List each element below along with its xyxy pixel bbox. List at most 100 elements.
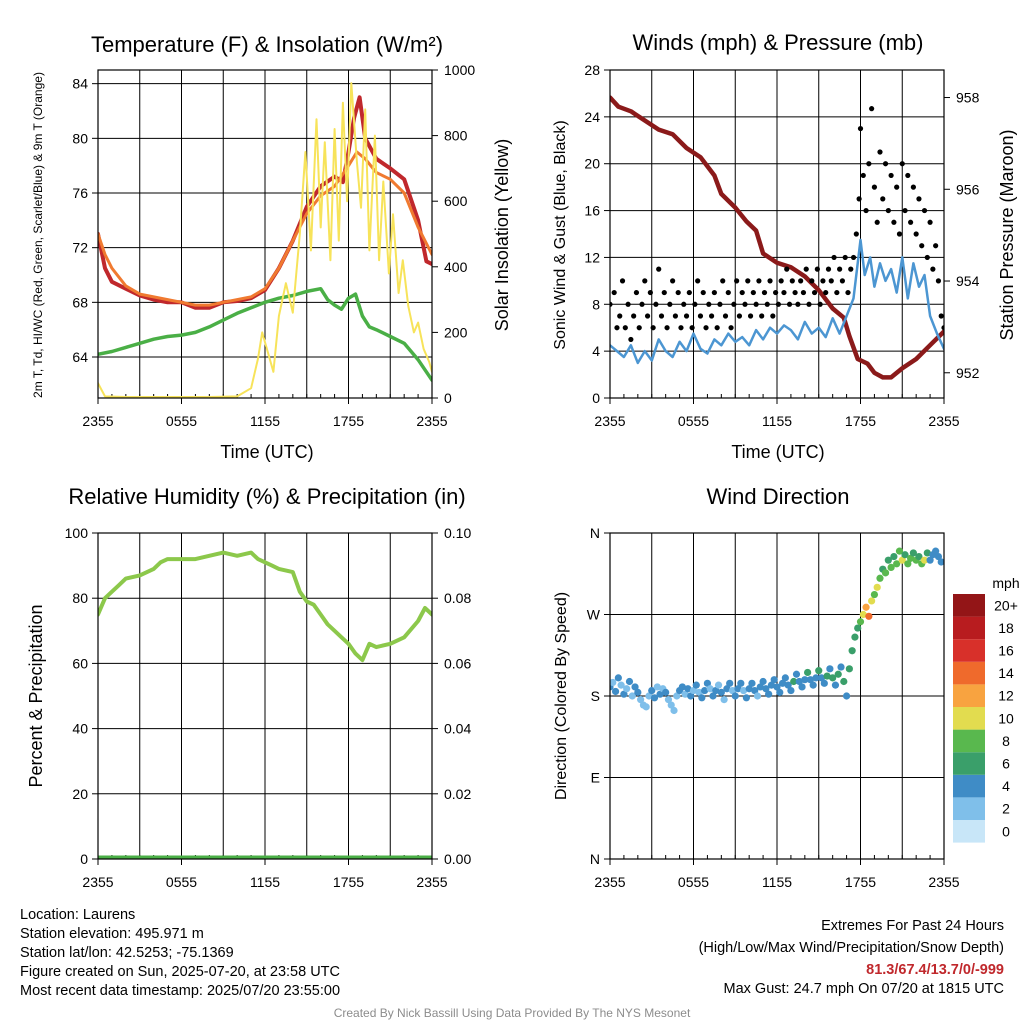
plot-frame bbox=[609, 69, 945, 399]
temp-y2label: Solar Insolation (Yellow) bbox=[492, 139, 512, 331]
direction-point bbox=[859, 610, 867, 619]
direction-point bbox=[620, 690, 628, 698]
direction-point bbox=[932, 547, 940, 555]
x-tick-label: 2355 bbox=[416, 413, 447, 429]
direction-point bbox=[770, 676, 778, 684]
colorbar-swatch bbox=[953, 661, 985, 685]
direction-point bbox=[634, 688, 642, 696]
direction-point bbox=[765, 690, 773, 698]
y2-tick-label: 0.10 bbox=[444, 525, 471, 541]
direction-point bbox=[851, 633, 859, 641]
direction-point bbox=[887, 563, 895, 572]
x-tick-label: 0555 bbox=[678, 413, 709, 429]
direction-point bbox=[631, 683, 639, 691]
direction-point bbox=[712, 686, 720, 695]
gust-point bbox=[700, 289, 706, 296]
direction-point bbox=[692, 681, 700, 689]
gust-point bbox=[869, 106, 875, 112]
y2-tick-label: 200 bbox=[444, 324, 468, 340]
y-tick-label: S bbox=[591, 688, 600, 704]
gust-point bbox=[775, 301, 781, 307]
gust-point bbox=[656, 266, 662, 272]
y-tick-label: 0 bbox=[80, 851, 88, 867]
y-tick-label: 40 bbox=[72, 721, 88, 737]
direction-point bbox=[937, 558, 944, 566]
y-tick-label: 8 bbox=[592, 296, 600, 312]
direction-point bbox=[723, 685, 731, 693]
gust-point bbox=[809, 278, 815, 284]
direction-point bbox=[790, 677, 798, 686]
direction-point bbox=[829, 674, 837, 682]
direction-point bbox=[745, 685, 753, 693]
direction-point bbox=[854, 624, 862, 632]
direction-point bbox=[625, 677, 634, 686]
direction-point bbox=[823, 672, 831, 680]
temp-title: Temperature (F) & Insolation (W/m²) bbox=[91, 32, 443, 57]
gust-point bbox=[628, 336, 634, 343]
colorbar-label: 20+ bbox=[994, 597, 1018, 613]
colorbar-swatch bbox=[953, 707, 985, 730]
gust-point bbox=[857, 125, 864, 132]
wind-panel: 0 4 8 12 16 20 24 28 952 954 956 958 2355 0555 1155 175… bbox=[584, 62, 979, 429]
extremes-heading: Extremes For Past 24 Hours bbox=[821, 918, 1004, 934]
direction-point bbox=[748, 679, 756, 687]
colorbar-swatch bbox=[953, 729, 985, 753]
gust-point bbox=[792, 289, 798, 296]
gust-point bbox=[619, 278, 626, 284]
y-tick-label: E bbox=[591, 770, 600, 786]
direction-point bbox=[611, 687, 620, 696]
direction-point bbox=[806, 676, 815, 684]
gust-point bbox=[845, 289, 851, 296]
direction-point bbox=[809, 681, 817, 689]
colorbar-label: 8 bbox=[1002, 733, 1010, 749]
direction-point bbox=[898, 556, 906, 564]
gust-point bbox=[764, 301, 770, 307]
max-gust-text: Max Gust: 24.7 mph On 07/20 at 1815 UTC bbox=[723, 981, 1004, 997]
wind-y2label: Station Pressure (Maroon) bbox=[997, 129, 1017, 340]
direction-point bbox=[784, 681, 792, 689]
y-tick-label: 16 bbox=[584, 203, 600, 219]
gust-point bbox=[882, 161, 889, 167]
gust-point bbox=[877, 149, 883, 155]
gust-point bbox=[927, 219, 933, 225]
gust-point bbox=[880, 196, 886, 202]
gust-point bbox=[828, 278, 834, 284]
series-line bbox=[610, 95, 944, 380]
y2-tick-label: 958 bbox=[956, 90, 980, 106]
gust-point bbox=[795, 301, 801, 307]
plot-area bbox=[98, 82, 432, 398]
colorbar-swatch bbox=[953, 752, 985, 775]
gust-point bbox=[753, 301, 759, 307]
colorbar-swatch bbox=[953, 797, 985, 820]
x-tick-label: 1155 bbox=[762, 874, 792, 890]
direction-point bbox=[664, 696, 673, 704]
gust-point bbox=[653, 301, 659, 307]
gust-point bbox=[647, 289, 653, 296]
wind-title: Winds (mph) & Pressure (mb) bbox=[633, 30, 924, 55]
direction-point bbox=[881, 569, 890, 577]
direction-point bbox=[684, 685, 692, 693]
gust-point bbox=[636, 325, 642, 331]
gust-point bbox=[863, 207, 869, 214]
gust-point bbox=[703, 325, 709, 331]
created-text: Figure created on Sun, 2025-07-20, at 23… bbox=[20, 964, 340, 980]
x-tick-label: 1155 bbox=[762, 413, 792, 429]
rh-title: Relative Humidity (%) & Precipitation (i… bbox=[68, 484, 465, 509]
direction-point bbox=[837, 663, 845, 671]
direction-point bbox=[650, 694, 659, 702]
gust-point bbox=[786, 301, 793, 307]
gust-point bbox=[633, 289, 640, 296]
gust-point bbox=[933, 243, 939, 249]
direction-point bbox=[926, 556, 934, 564]
y-tick-label: 4 bbox=[592, 343, 600, 359]
gust-point bbox=[614, 325, 620, 331]
x-tick-label: 2355 bbox=[928, 413, 959, 429]
direction-point bbox=[610, 678, 617, 687]
y2-tick-label: 0.06 bbox=[444, 655, 471, 671]
direction-point bbox=[862, 603, 870, 611]
direction-point bbox=[909, 549, 917, 557]
direction-point bbox=[637, 696, 645, 704]
latlon-text: Station lat/lon: 42.5253; -75.1369 bbox=[20, 945, 234, 961]
plot-area bbox=[98, 550, 432, 859]
y-tick-label: 12 bbox=[584, 249, 600, 265]
